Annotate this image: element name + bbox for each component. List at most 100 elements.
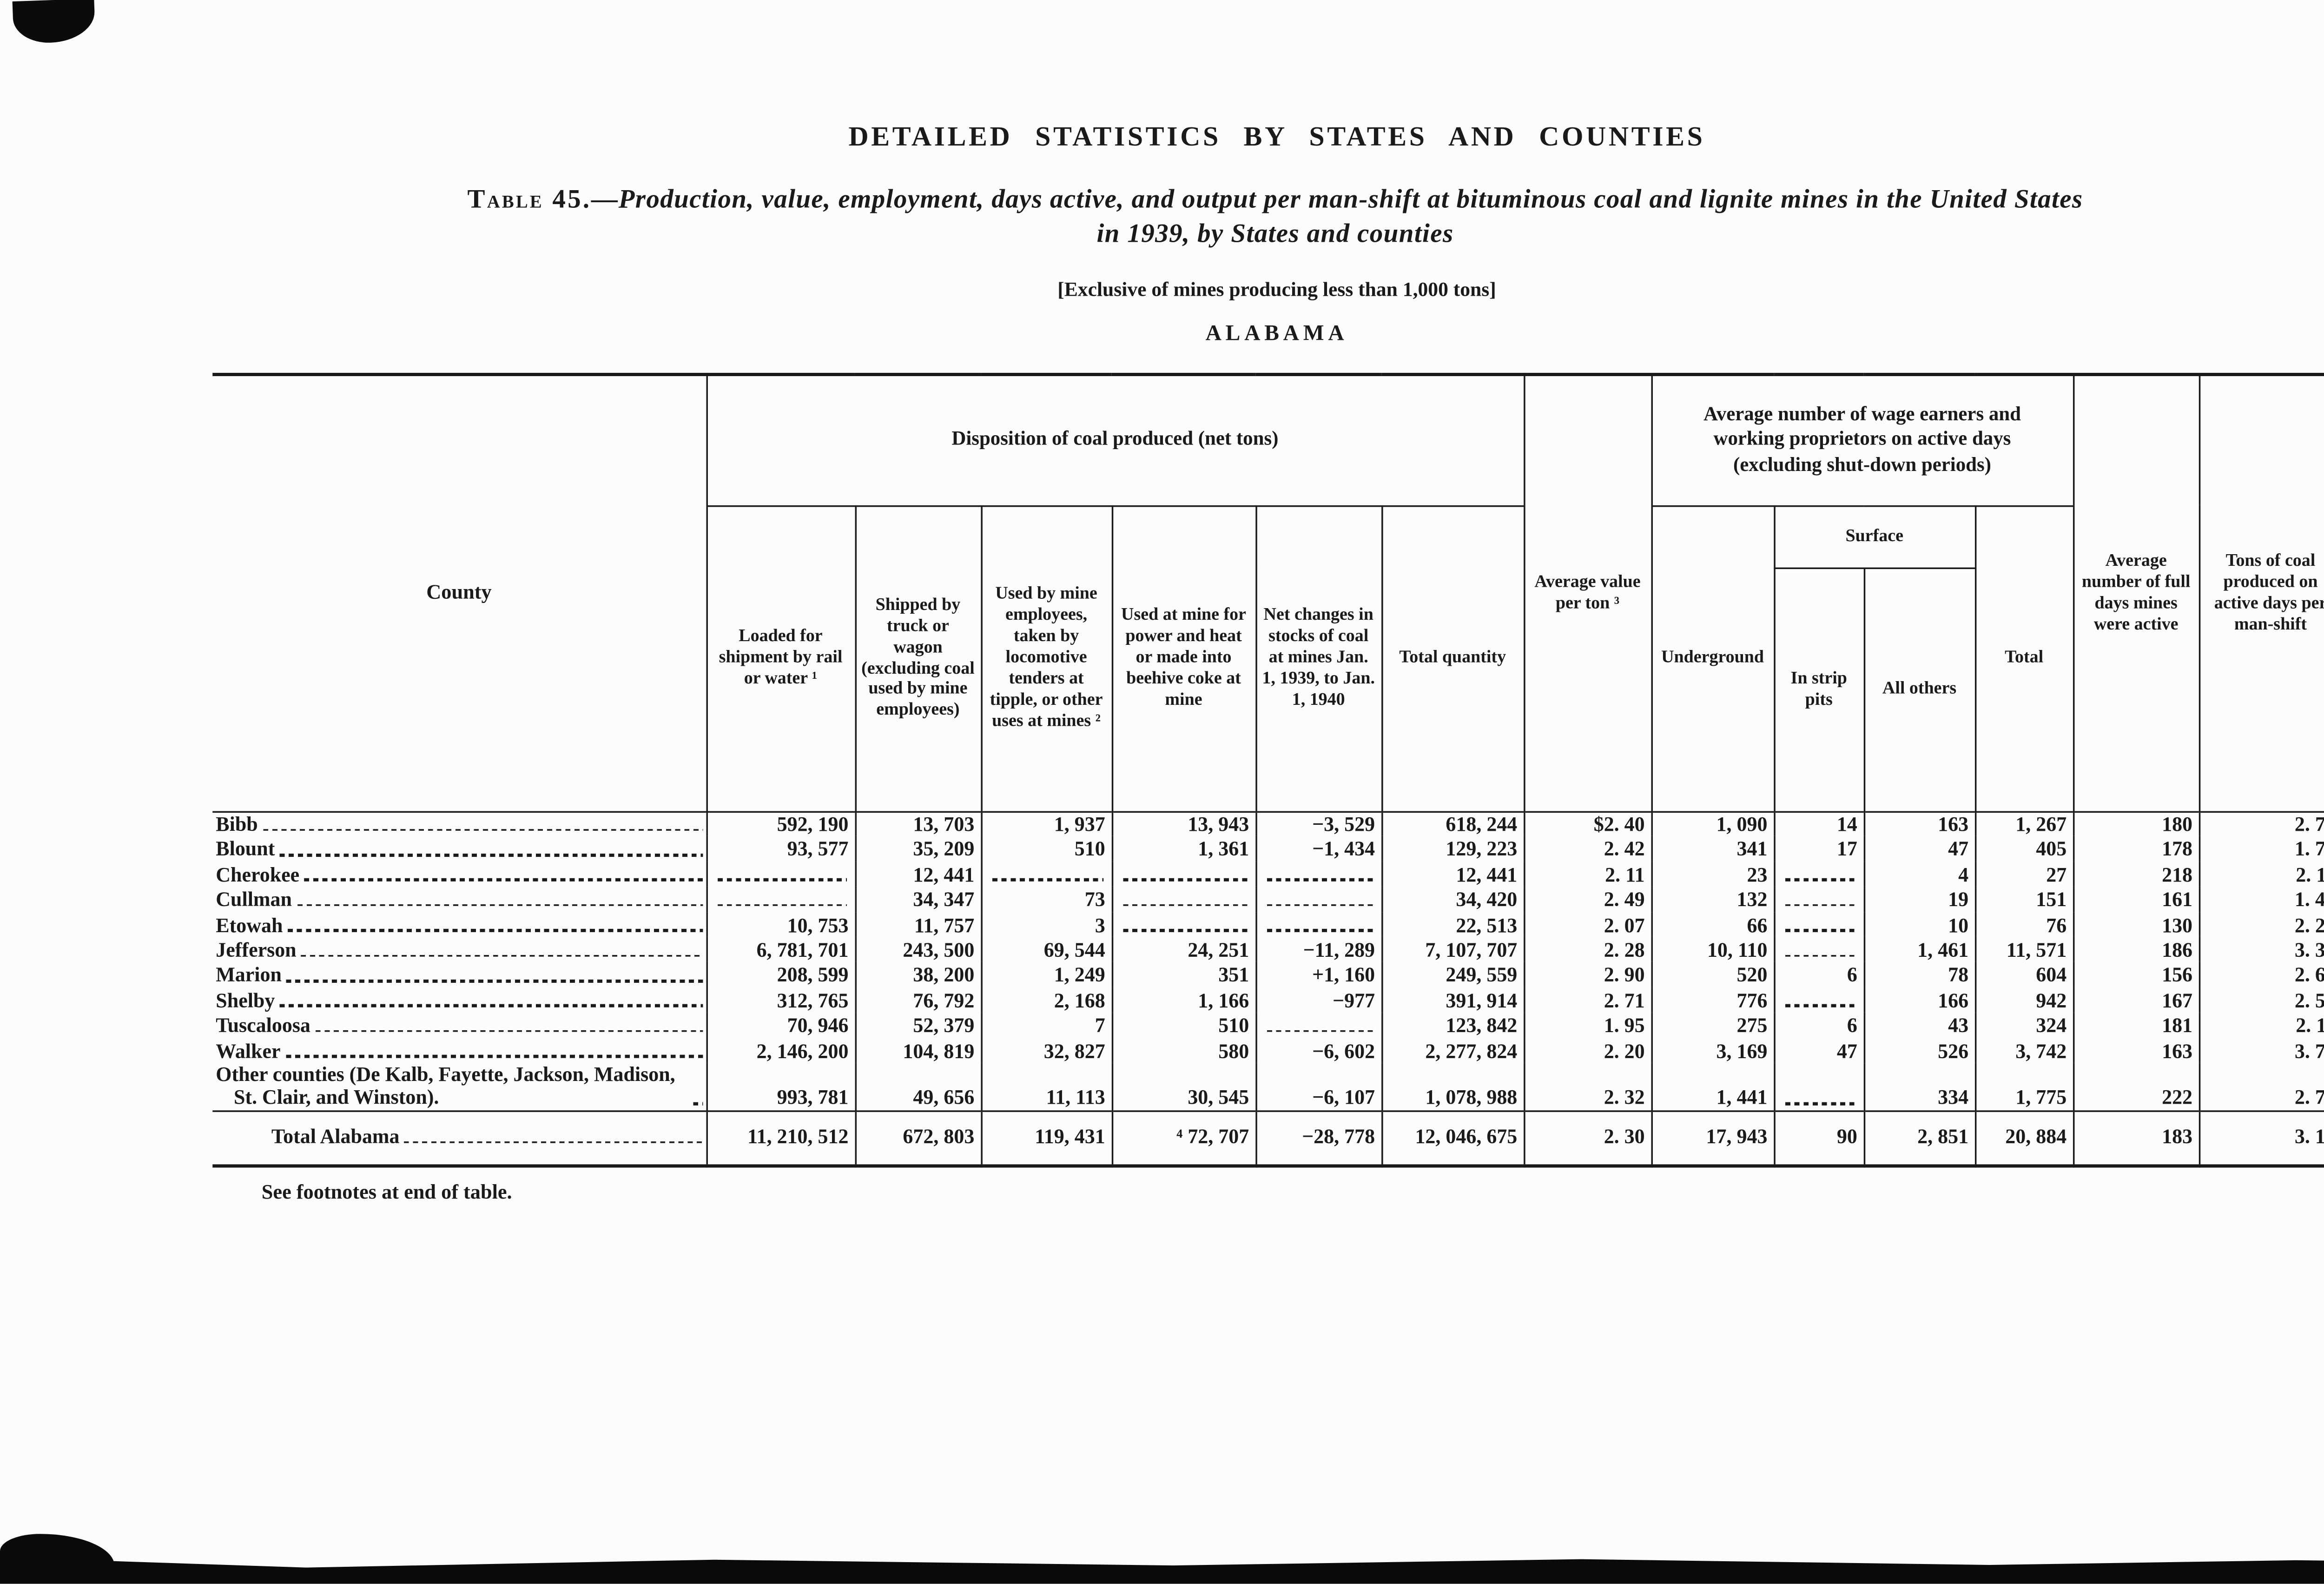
value-cell	[1773, 987, 1864, 1013]
county-cell: Blount	[212, 836, 706, 862]
table-row: Walker 2, 146, 200 104, 819 32, 827 580 −6, 6…	[212, 1037, 2324, 1063]
county-line: Shelby	[216, 989, 705, 1012]
value-cell: 70, 946	[705, 1012, 855, 1038]
value-cell	[1254, 886, 1382, 912]
dotted-leader	[297, 904, 702, 907]
col-header-wage-total: Total	[1974, 505, 2073, 811]
value-cell: 275	[1650, 1012, 1774, 1038]
value-cell: 1, 361	[1111, 836, 1256, 862]
blank-dashes	[1785, 879, 1856, 881]
value-cell: 222	[2072, 1062, 2199, 1111]
county-line: Etowah	[216, 914, 705, 936]
table-row: Etowah 10, 753 11, 757 3 22, 513 2. 07 66 10 76 1…	[212, 912, 2324, 937]
county-label: Other counties (De Kalb, Fayette, Jackso…	[216, 1063, 675, 1109]
value-cell: 6	[1773, 962, 1864, 988]
blank-dashes	[1785, 954, 1856, 957]
value-cell: 526	[1863, 1037, 1975, 1063]
value-cell: 2. 49	[1523, 886, 1651, 912]
value-cell: 3, 169	[1650, 1037, 1774, 1063]
value-cell: 10	[1863, 912, 1975, 937]
value-cell: 14	[1773, 810, 1864, 836]
col-header-days-active: Average number of full days mines were a…	[2072, 374, 2199, 811]
value-cell: 20, 884	[1974, 1110, 2073, 1166]
table-row: Tuscaloosa 70, 946 52, 379 7 510 123, 842 1. 9…	[212, 1012, 2324, 1038]
value-cell: 1, 166	[1111, 987, 1256, 1013]
value-cell: 1, 249	[980, 962, 1112, 988]
dotted-leader	[285, 1055, 702, 1058]
value-cell: 78	[1863, 962, 1975, 988]
value-cell	[1254, 912, 1382, 937]
group-header-disposition: Disposition of coal produced (net tons)	[705, 374, 1524, 506]
value-cell: 2. 90	[1523, 962, 1651, 988]
value-cell: 510	[980, 836, 1112, 862]
value-cell: 123, 842	[1380, 1012, 1524, 1038]
value-cell: 312, 765	[705, 987, 855, 1013]
value-cell: 13, 943	[1111, 810, 1256, 836]
value-cell: 166	[1863, 987, 1975, 1013]
value-cell: 2. 11	[2198, 1012, 2324, 1038]
col-header-average-value: Average value per ton ³	[1523, 374, 1651, 811]
value-cell: 69, 544	[980, 937, 1112, 962]
value-cell: 32, 827	[980, 1037, 1112, 1063]
value-cell: 324	[1974, 1012, 2073, 1038]
value-cell: 76, 792	[854, 987, 981, 1013]
value-cell: 132	[1650, 886, 1774, 912]
value-cell: 13, 703	[854, 810, 981, 836]
table-caption-line2: in 1939, by States and counties	[1096, 219, 1454, 249]
value-cell: 249, 559	[1380, 962, 1524, 988]
value-cell: 2, 277, 824	[1380, 1037, 1524, 1063]
table-caption-text: —Production, value, employment, days act…	[591, 185, 2083, 214]
county-label: Shelby	[216, 989, 275, 1012]
value-cell: 22, 513	[1380, 912, 1524, 937]
value-cell: 35, 209	[854, 836, 981, 862]
col-header-used-by-employees: Used by mine employees, taken by locomot…	[980, 505, 1112, 811]
value-cell: 1, 267	[1974, 810, 2073, 836]
value-cell: 181	[2072, 1012, 2199, 1038]
county-cell: Shelby	[212, 988, 706, 1013]
value-cell: 119, 431	[980, 1110, 1112, 1166]
value-cell: 183	[2072, 1110, 2199, 1166]
county-cell: Cherokee	[212, 862, 706, 887]
blank-dashes	[1785, 929, 1856, 932]
state-heading: ALABAMA	[1205, 320, 1348, 345]
value-cell: 11, 113	[980, 1062, 1112, 1111]
value-cell: 129, 223	[1380, 836, 1524, 862]
value-cell: 104, 819	[854, 1037, 981, 1063]
value-cell: −28, 778	[1254, 1110, 1382, 1166]
blank-dashes	[1267, 1030, 1373, 1033]
scan-artifact-bottom-left	[0, 1534, 115, 1583]
table-row: Other counties (De Kalb, Fayette, Jackso…	[212, 1062, 2324, 1111]
county-line: Jefferson	[216, 939, 705, 961]
county-label: Total Alabama	[271, 1125, 400, 1148]
county-label: Walker	[216, 1039, 281, 1062]
scan-artifact-bottom-bar	[0, 1559, 2324, 1584]
value-cell	[1254, 861, 1382, 887]
value-cell: 2. 11	[1523, 861, 1651, 887]
dotted-leader	[286, 980, 702, 982]
county-label: Tuscaloosa	[216, 1014, 310, 1037]
col-header-used-at-mine: Used at mine for power and heat or made …	[1111, 505, 1256, 811]
value-cell: 17	[1773, 836, 1864, 862]
value-cell: 24, 251	[1111, 937, 1256, 962]
footnote-reference: See footnotes at end of table.	[261, 1180, 512, 1204]
county-label: Etowah	[216, 913, 283, 936]
value-cell: 2. 28	[2198, 912, 2324, 937]
statistics-table: County Disposition of coal produced (net…	[212, 372, 2324, 1167]
county-cell: Marion	[212, 962, 706, 987]
value-cell: −11, 289	[1254, 937, 1382, 962]
value-cell: 243, 500	[854, 937, 981, 962]
value-cell: 2, 851	[1863, 1110, 1975, 1166]
document-header: DETAILED STATISTICS BY STATES AND COUNTI…	[848, 121, 1705, 152]
value-cell: 2. 65	[2198, 962, 2324, 988]
value-cell	[1773, 937, 1864, 962]
value-cell: 510	[1111, 1012, 1256, 1038]
value-cell: 2. 50	[2198, 987, 2324, 1013]
value-cell: 186	[2072, 937, 2199, 962]
value-cell: 93, 577	[705, 836, 855, 862]
value-cell: 73	[980, 886, 1112, 912]
value-cell: 161	[2072, 886, 2199, 912]
value-cell: −1, 434	[1254, 836, 1382, 862]
col-header-strip-pits: In strip pits	[1773, 567, 1864, 811]
col-header-total-quantity: Total quantity	[1380, 505, 1524, 811]
dotted-leader	[263, 828, 702, 831]
